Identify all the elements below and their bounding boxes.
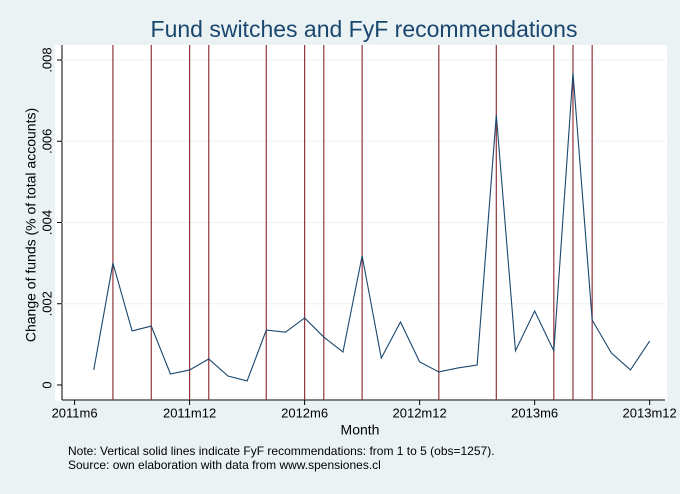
- x-axis-title: Month: [341, 422, 380, 438]
- data-line: [93, 72, 651, 382]
- y-tick-label: .008: [39, 47, 54, 72]
- y-tick-label: .004: [39, 210, 54, 235]
- note: Note: Vertical solid lines indicate FyF …: [68, 444, 495, 458]
- y-axis-title: Change of funds (% of total accounts): [23, 108, 39, 342]
- y-tick-label: .006: [39, 129, 54, 154]
- chart-title: Fund switches and FyF recommendations: [151, 16, 578, 42]
- y-tick-label: 0: [39, 381, 54, 388]
- x-tick-label: 2012m12: [393, 405, 447, 420]
- y-tick-label: .002: [39, 291, 54, 316]
- x-tick-label: 2011m12: [163, 405, 216, 420]
- note: Source: own elaboration with data from w…: [68, 458, 381, 472]
- x-tick-label: 2012m6: [281, 405, 328, 420]
- x-tick-label: 2011m6: [52, 405, 98, 420]
- x-tick-label: 2013m12: [623, 405, 677, 420]
- x-tick-label: 2013m6: [511, 405, 558, 420]
